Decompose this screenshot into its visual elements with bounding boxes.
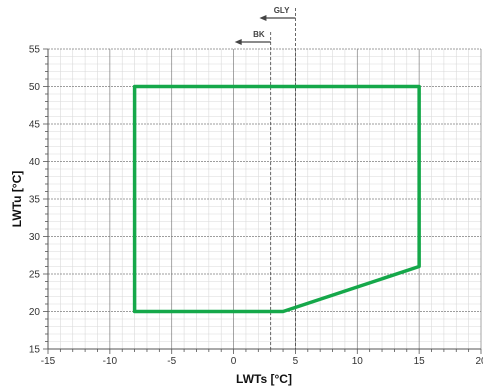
y-tick-label: 55 xyxy=(29,45,41,56)
y-tick-label: 45 xyxy=(29,120,41,131)
y-axis-title: LWTu [°C] xyxy=(10,171,24,228)
y-tick-label: 35 xyxy=(29,195,41,206)
x-tick-label: 5 xyxy=(293,356,299,367)
y-tick-label: 15 xyxy=(29,345,41,356)
x-tick-label: -10 xyxy=(103,356,118,367)
x-axis-title: LWTs [°C] xyxy=(236,372,292,386)
y-tick-label: 30 xyxy=(29,232,41,243)
limit-label-bk: BK xyxy=(253,30,265,39)
y-tick-label: 50 xyxy=(29,82,41,93)
limit-markers: GLY BK xyxy=(234,6,296,349)
x-axis-ticks: -15 -10 -5 0 5 10 15 20 xyxy=(41,349,483,367)
series-group xyxy=(132,84,421,314)
x-tick-label: -15 xyxy=(41,356,56,367)
envelope-line xyxy=(132,84,421,314)
arrow-left-icon xyxy=(234,39,242,45)
arrow-left-icon xyxy=(259,15,267,21)
limit-label-gly: GLY xyxy=(274,6,290,15)
x-tick-label: 0 xyxy=(231,356,237,367)
x-tick-label: 10 xyxy=(352,356,364,367)
y-tick-label: 20 xyxy=(29,307,41,318)
x-tick-label: 20 xyxy=(475,356,483,367)
y-tick-label: 40 xyxy=(29,157,41,168)
x-tick-label: -5 xyxy=(167,356,176,367)
x-tick-label: 15 xyxy=(414,356,426,367)
y-axis-ticks: 15 20 25 30 35 40 45 50 55 xyxy=(29,45,48,356)
y-tick-label: 25 xyxy=(29,270,41,281)
